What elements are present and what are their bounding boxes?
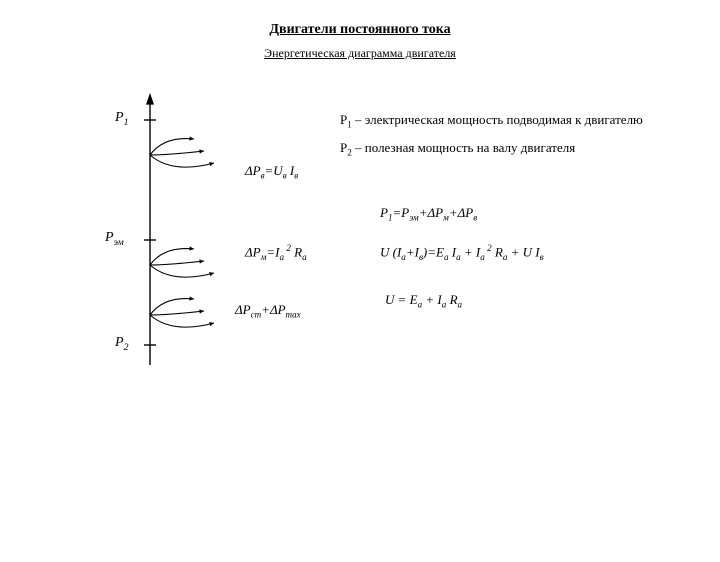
power-description: P1 – электрическая мощность подводимая к… bbox=[340, 112, 643, 130]
loss-formula: ΔPм=Iа 2 Rа bbox=[245, 243, 307, 262]
axis-level-label: P2 bbox=[115, 335, 128, 353]
equation: U (Iа+Iв)=Eа Iа + Iа 2 Rа + U Iв bbox=[380, 243, 544, 262]
equation: P1=Pэм+ΔPм+ΔPв bbox=[380, 205, 477, 223]
power-description: P2 – полезная мощность на валу двигателя bbox=[340, 140, 575, 158]
axis-level-label: P1 bbox=[115, 110, 128, 128]
page-title: Двигатели постоянного тока bbox=[0, 22, 720, 38]
axis-level-label: Pэм bbox=[105, 230, 124, 248]
page-subtitle: Энергетическая диаграмма двигателя bbox=[0, 46, 720, 61]
loss-formula: ΔPв=Uв Iв bbox=[245, 163, 298, 181]
loss-formula: ΔPст+ΔPmах bbox=[235, 302, 301, 320]
energy-diagram bbox=[0, 0, 720, 540]
equation: U = Eа + Iа Rа bbox=[385, 292, 462, 310]
